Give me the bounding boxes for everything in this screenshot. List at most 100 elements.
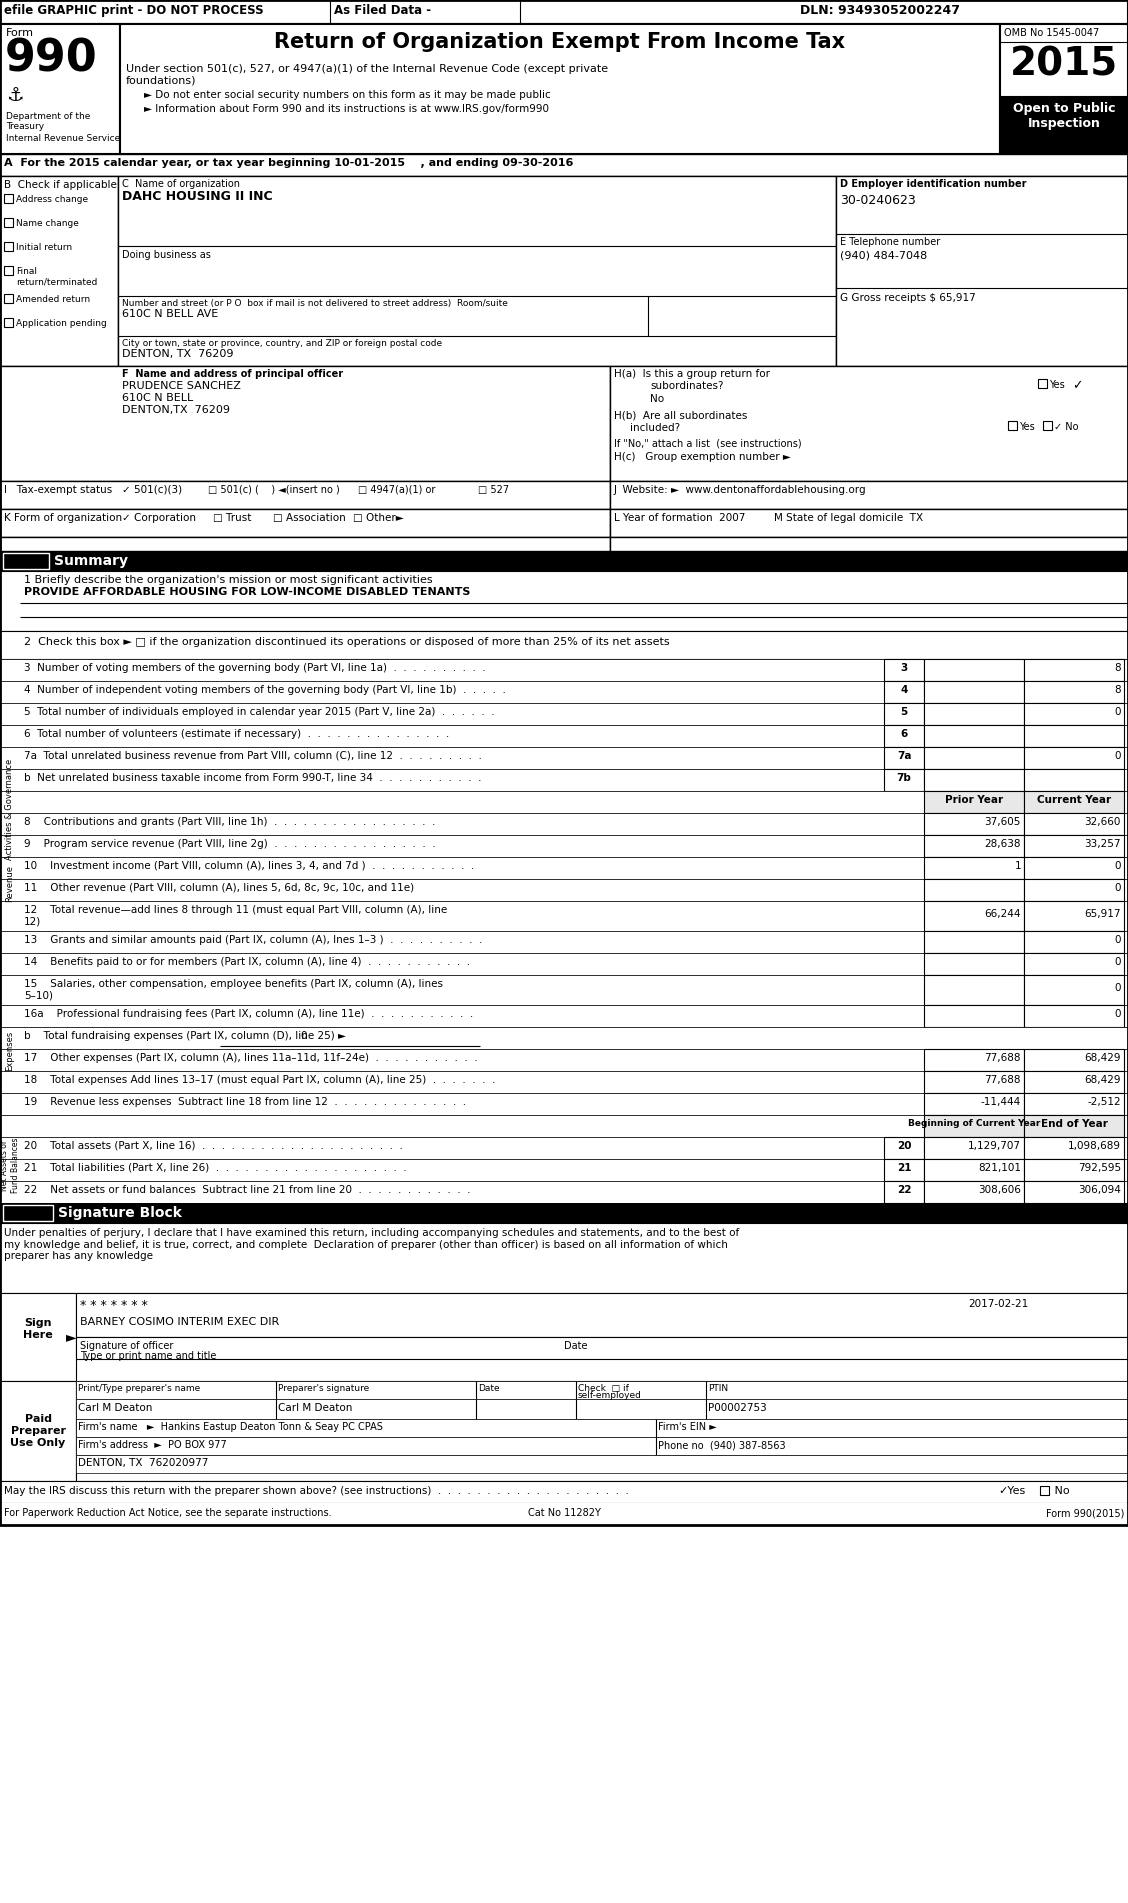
Text: Address change: Address change	[16, 194, 88, 204]
Bar	[0, 1071, 1128, 1092]
Text: Carl M Deaton: Carl M Deaton	[277, 1403, 352, 1414]
Text: ► Information about Form 990 and its instructions is at www.IRS.gov/form990: ► Information about Form 990 and its ins…	[144, 105, 549, 114]
Text: 1,129,707: 1,129,707	[968, 1142, 1021, 1151]
Text: Net Assets or
Fund Balances: Net Assets or Fund Balances	[0, 1138, 19, 1193]
Bar	[924, 748, 1024, 769]
Bar	[0, 1292, 76, 1382]
Bar	[1040, 1486, 1049, 1496]
Bar	[0, 900, 1128, 931]
Bar	[1024, 856, 1123, 879]
Text: 19    Revenue less expenses  Subtract line 18 from line 12  .  .  .  .  .  .  . : 19 Revenue less expenses Subtract line 1…	[24, 1096, 466, 1108]
Text: Phone no  (940) 387-8563: Phone no (940) 387-8563	[658, 1441, 785, 1450]
Bar	[1024, 931, 1123, 953]
Bar	[5, 293, 14, 303]
Text: 17    Other expenses (Part IX, column (A), lines 11a–11d, 11f–24e)  .  .  .  .  : 17 Other expenses (Part IX, column (A), …	[24, 1052, 477, 1064]
Text: 1: 1	[1014, 860, 1021, 872]
Bar	[1024, 658, 1123, 681]
Text: 6: 6	[900, 729, 908, 738]
Bar	[1038, 379, 1047, 388]
Bar	[924, 725, 1024, 748]
Text: Yes: Yes	[1019, 422, 1034, 432]
Bar	[5, 242, 14, 251]
Text: H(c)   Group exemption number ►: H(c) Group exemption number ►	[614, 453, 791, 462]
Text: 5  Total number of individuals employed in calendar year 2015 (Part V, line 2a) : 5 Total number of individuals employed i…	[24, 708, 494, 717]
Bar	[0, 931, 1128, 953]
Bar	[0, 508, 610, 537]
Text: F  Name and address of principal officer: F Name and address of principal officer	[122, 369, 343, 379]
Text: included?: included?	[631, 422, 680, 434]
Text: DENTON, TX  76209: DENTON, TX 76209	[122, 348, 233, 360]
Bar	[924, 769, 1024, 792]
Text: City or town, state or province, country, and ZIP or foreign postal code: City or town, state or province, country…	[122, 339, 442, 348]
Text: □ Other►: □ Other►	[353, 514, 404, 523]
Text: 8: 8	[1114, 662, 1121, 674]
Text: DENTON, TX  762020977: DENTON, TX 762020977	[78, 1458, 209, 1467]
Text: Application pending: Application pending	[16, 320, 107, 327]
Text: 77,688: 77,688	[985, 1052, 1021, 1064]
Text: 306,094: 306,094	[1078, 1186, 1121, 1195]
Text: Cat No 11282Y: Cat No 11282Y	[528, 1507, 600, 1519]
Text: 8: 8	[1114, 685, 1121, 695]
Text: Part I: Part I	[5, 554, 42, 567]
Bar	[610, 537, 1128, 552]
Text: ✓ 501(c)(3): ✓ 501(c)(3)	[122, 485, 182, 495]
Bar	[884, 681, 924, 702]
Text: 65,917: 65,917	[1084, 910, 1121, 919]
Text: 21    Total liabilities (Part X, line 26)  .  .  .  .  .  .  .  .  .  .  .  .  .: 21 Total liabilities (Part X, line 26) .…	[24, 1163, 407, 1172]
Bar	[924, 953, 1024, 974]
Bar	[0, 175, 118, 365]
Text: C  Name of organization: C Name of organization	[122, 179, 240, 188]
Bar	[924, 1182, 1024, 1203]
Text: Open to Public
Inspection: Open to Public Inspection	[1013, 103, 1116, 129]
Text: Preparer's signature: Preparer's signature	[277, 1383, 369, 1393]
Text: Form: Form	[6, 29, 34, 38]
Text: OMB No 1545-0047: OMB No 1545-0047	[1004, 29, 1100, 38]
Text: H(a)  Is this a group return for: H(a) Is this a group return for	[614, 369, 770, 379]
Text: ✓: ✓	[1072, 379, 1083, 392]
Bar	[0, 1159, 1128, 1182]
Text: 16a    Professional fundraising fees (Part IX, column (A), line 11e)  .  .  .  .: 16a Professional fundraising fees (Part …	[24, 1009, 474, 1018]
Bar	[610, 481, 1128, 508]
Bar	[884, 748, 924, 769]
Bar	[0, 725, 1128, 748]
Bar	[1024, 1115, 1123, 1136]
Text: ► Do not enter social security numbers on this form as it may be made public: ► Do not enter social security numbers o…	[144, 89, 550, 101]
Bar	[118, 175, 836, 365]
Bar	[0, 154, 1128, 175]
Bar	[924, 813, 1024, 835]
Text: As Filed Data -: As Filed Data -	[334, 4, 431, 17]
Text: L Year of formation  2007: L Year of formation 2007	[614, 514, 746, 523]
Text: Return of Organization Exempt From Income Tax: Return of Organization Exempt From Incom…	[274, 32, 846, 51]
Text: 0: 0	[1114, 957, 1121, 967]
Bar	[0, 658, 1128, 681]
Text: 5: 5	[900, 708, 908, 717]
Text: 77,688: 77,688	[985, 1075, 1021, 1085]
Text: Type or print name and title: Type or print name and title	[80, 1351, 217, 1361]
Text: Internal Revenue Service: Internal Revenue Service	[6, 133, 121, 143]
Text: DENTON,TX  76209: DENTON,TX 76209	[122, 405, 230, 415]
Text: Amended return: Amended return	[16, 295, 90, 304]
Text: 0: 0	[1114, 708, 1121, 717]
Text: G Gross receipts $ 65,917: G Gross receipts $ 65,917	[840, 293, 976, 303]
Bar	[610, 508, 1128, 537]
Text: If "No," attach a list  (see instructions): If "No," attach a list (see instructions…	[614, 438, 802, 447]
Text: efile GRAPHIC print - DO NOT PROCESS: efile GRAPHIC print - DO NOT PROCESS	[5, 4, 264, 17]
Text: Summary: Summary	[54, 554, 127, 567]
Bar	[0, 974, 1128, 1005]
Bar	[924, 792, 1024, 813]
Bar	[1024, 1136, 1123, 1159]
Text: ✓ Corporation: ✓ Corporation	[122, 514, 196, 523]
Text: 1,098,689: 1,098,689	[1068, 1142, 1121, 1151]
Text: 18    Total expenses Add lines 13–17 (must equal Part IX, column (A), line 25)  : 18 Total expenses Add lines 13–17 (must …	[24, 1075, 495, 1085]
Bar	[3, 1205, 53, 1222]
Bar	[0, 537, 610, 552]
Text: ►: ►	[67, 1330, 77, 1344]
Bar	[0, 769, 1128, 792]
Bar	[1024, 1092, 1123, 1115]
Text: 32,660: 32,660	[1085, 816, 1121, 828]
Text: Firm's EIN ►: Firm's EIN ►	[658, 1422, 716, 1431]
Text: Revenue: Revenue	[6, 864, 15, 902]
Text: □ 501(c) (    ) ◄(insert no ): □ 501(c) ( ) ◄(insert no )	[208, 485, 340, 495]
Bar	[0, 879, 1128, 900]
Bar	[1024, 792, 1123, 813]
